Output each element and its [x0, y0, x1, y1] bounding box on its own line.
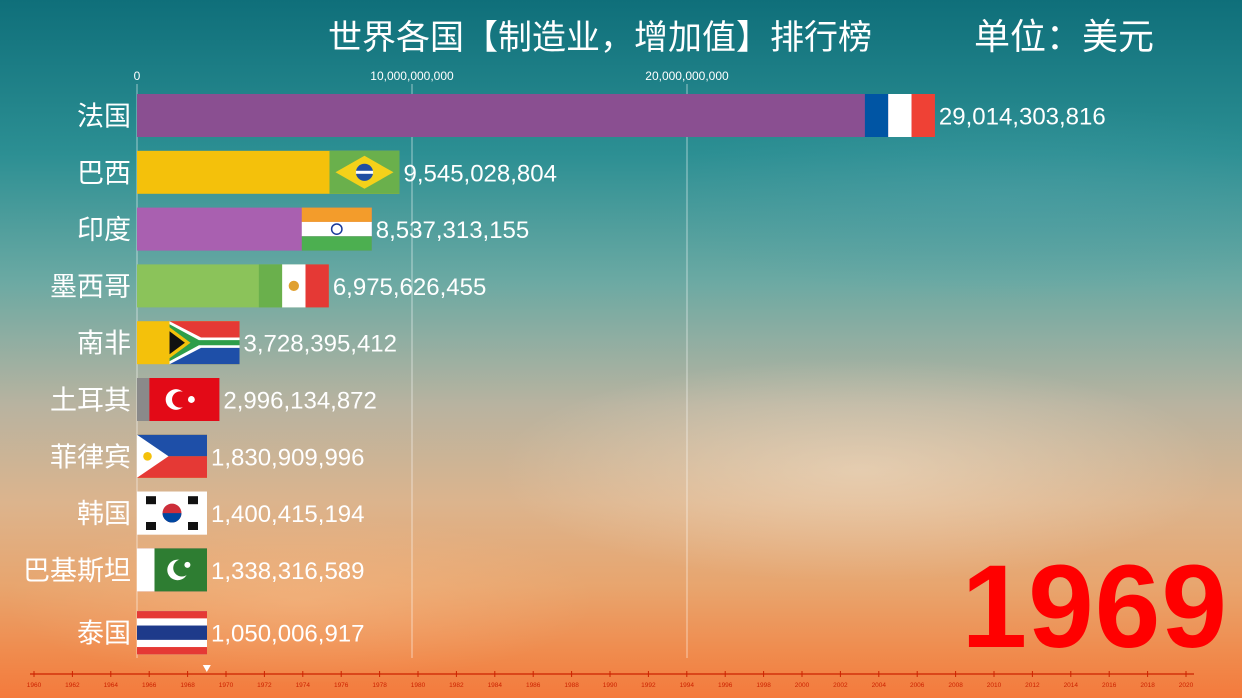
value-label-2: 8,537,313,155 — [376, 217, 529, 244]
india-flag-icon — [301, 207, 372, 251]
timeline-label-0: 1960 — [27, 682, 42, 689]
value-label-6: 1,830,909,996 — [211, 444, 364, 471]
timeline-label-16: 1992 — [641, 682, 656, 689]
timeline-label-5: 1970 — [219, 682, 234, 689]
brazil-flag-icon — [329, 150, 400, 194]
value-label-9: 1,050,006,917 — [211, 621, 364, 648]
mexico-flag-icon — [258, 264, 329, 308]
south-korea-flag-icon — [137, 491, 207, 535]
x-tick-label-1: 10,000,000,000 — [370, 69, 454, 83]
timeline-label-15: 1990 — [603, 682, 618, 689]
category-label-6: 菲律宾 — [50, 442, 131, 473]
timeline-label-18: 1996 — [718, 682, 733, 689]
category-label-5: 土耳其 — [50, 386, 131, 417]
timeline-label-26: 2012 — [1025, 682, 1040, 689]
x-tick-label-2: 20,000,000,000 — [645, 69, 729, 83]
category-label-8: 巴基斯坦 — [23, 556, 131, 587]
category-label-7: 韩国 — [77, 499, 131, 530]
value-label-0: 29,014,303,816 — [939, 104, 1106, 131]
thailand-flag-icon — [137, 611, 207, 655]
timeline-label-12: 1984 — [488, 682, 503, 689]
timeline-label-25: 2010 — [987, 682, 1002, 689]
value-label-3: 6,975,626,455 — [333, 274, 486, 301]
timeline-label-4: 1968 — [180, 682, 195, 689]
timeline-label-13: 1986 — [526, 682, 541, 689]
timeline-label-7: 1974 — [296, 682, 311, 689]
south-africa-flag-icon — [169, 321, 240, 365]
value-label-8: 1,338,316,589 — [211, 558, 364, 585]
timeline-label-29: 2018 — [1140, 682, 1155, 689]
x-tick-label-0: 0 — [134, 69, 141, 83]
value-label-4: 3,728,395,412 — [244, 331, 397, 358]
value-label-5: 2,996,134,872 — [223, 388, 376, 415]
category-label-3: 墨西哥 — [50, 272, 131, 303]
timeline-label-27: 2014 — [1064, 682, 1079, 689]
value-label-7: 1,400,415,194 — [211, 501, 364, 528]
timeline-label-1: 1962 — [65, 682, 80, 689]
timeline-label-8: 1976 — [334, 682, 349, 689]
timeline-label-17: 1994 — [680, 682, 695, 689]
turkey-flag-icon — [149, 378, 220, 421]
timeline-label-23: 2006 — [910, 682, 925, 689]
philippines-flag-icon — [137, 434, 207, 478]
timeline-label-2: 1964 — [104, 682, 119, 689]
category-label-0: 法国 — [77, 102, 131, 133]
year-indicator: 1969 — [961, 541, 1228, 673]
category-label-2: 印度 — [77, 215, 131, 246]
timeline-label-6: 1972 — [257, 682, 272, 689]
pakistan-flag-icon — [137, 548, 207, 592]
timeline-label-24: 2008 — [948, 682, 963, 689]
chart-title: 世界各国【制造业，增加值】排行榜 — [328, 18, 872, 58]
timeline-marker — [202, 665, 211, 672]
bar-0 — [137, 94, 935, 137]
timeline-label-14: 1988 — [564, 682, 579, 689]
unit-label: 单位：美元 — [974, 17, 1155, 58]
timeline-label-20: 2000 — [795, 682, 810, 689]
timeline-label-9: 1978 — [372, 682, 387, 689]
timeline-label-21: 2002 — [833, 682, 848, 689]
timeline-label-28: 2016 — [1102, 682, 1117, 689]
timeline-label-19: 1998 — [756, 682, 771, 689]
value-label-1: 9,545,028,804 — [403, 160, 556, 187]
category-label-1: 巴西 — [77, 158, 131, 189]
category-label-4: 南非 — [77, 329, 131, 360]
timeline-label-10: 1980 — [411, 682, 426, 689]
category-label-9: 泰国 — [77, 619, 131, 650]
timeline-label-22: 2004 — [872, 682, 887, 689]
timeline-label-30: 2020 — [1179, 682, 1194, 689]
timeline-label-3: 1966 — [142, 682, 157, 689]
timeline-label-11: 1982 — [449, 682, 464, 689]
france-flag-icon — [864, 94, 935, 137]
